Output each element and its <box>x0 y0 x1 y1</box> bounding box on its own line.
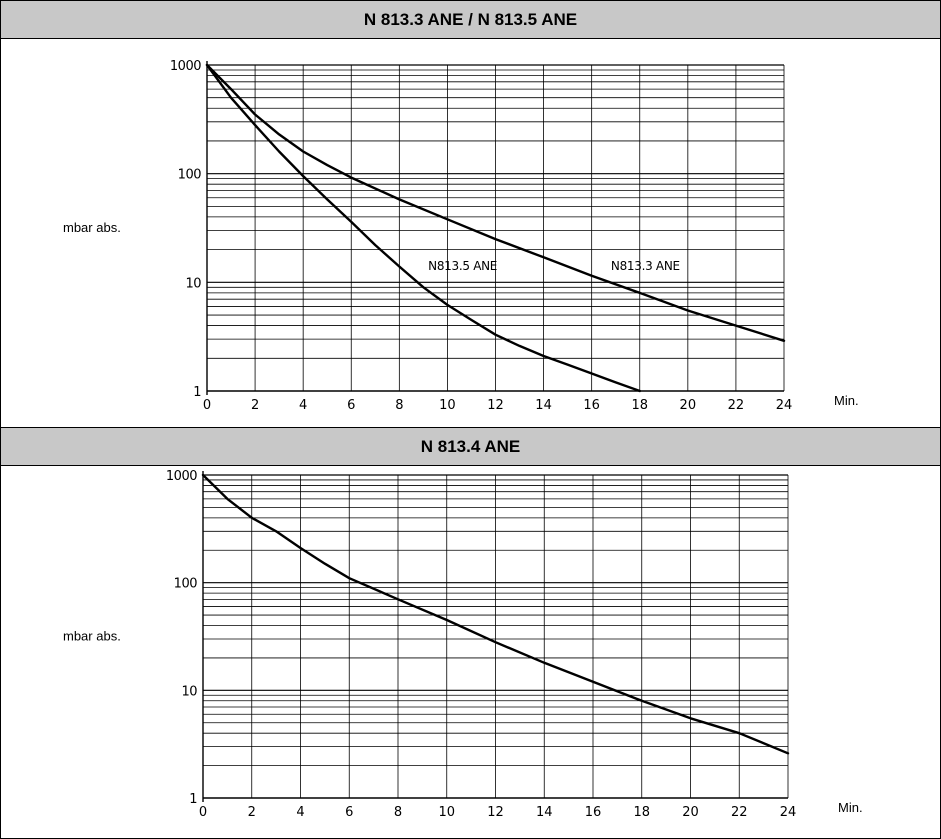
y-tick-label: 10 <box>185 276 201 291</box>
chart-title-bottom: N 813.4 ANE <box>1 427 940 466</box>
series-label: N813.5 ANE <box>428 259 497 273</box>
series-label: N813.3 ANE <box>611 259 680 273</box>
y-tick-label: 1 <box>189 792 197 807</box>
x-tick-label: 12 <box>487 398 504 413</box>
x-tick-label: 4 <box>299 398 307 413</box>
x-tick-label: 2 <box>248 805 256 820</box>
x-tick-label: 0 <box>203 398 211 413</box>
x-tick-label: 20 <box>680 398 697 413</box>
y-tick-label: 10 <box>181 684 197 699</box>
x-tick-label: 18 <box>631 398 648 413</box>
x-tick-label: 14 <box>536 805 553 820</box>
y-tick-label: 100 <box>178 168 202 183</box>
x-tick-label: 14 <box>535 398 552 413</box>
y-tick-label: 1 <box>193 385 201 400</box>
series-line <box>201 473 790 755</box>
x-tick-label: 18 <box>633 805 650 820</box>
y-tick-label: 1000 <box>166 469 197 484</box>
chart-title-top: N 813.3 ANE / N 813.5 ANE <box>1 1 940 39</box>
x-tick-label: 6 <box>345 805 353 820</box>
x-tick-label: 16 <box>585 805 602 820</box>
x-axis-label: Min. <box>834 393 859 408</box>
series-line <box>205 63 641 393</box>
x-tick-label: 24 <box>776 398 793 413</box>
x-tick-label: 10 <box>439 398 456 413</box>
y-axis-label: mbar abs. <box>63 629 121 644</box>
x-tick-label: 12 <box>487 805 504 820</box>
x-tick-label: 22 <box>728 398 745 413</box>
y-axis-label: mbar abs. <box>63 220 121 235</box>
x-tick-label: 10 <box>438 805 455 820</box>
x-tick-label: 20 <box>682 805 699 820</box>
series-line <box>205 63 786 342</box>
x-tick-label: 4 <box>296 805 304 820</box>
x-tick-label: 6 <box>347 398 355 413</box>
y-tick-label: 100 <box>174 577 198 592</box>
x-tick-label: 22 <box>731 805 748 820</box>
x-tick-label: 8 <box>394 805 402 820</box>
x-tick-label: 24 <box>780 805 797 820</box>
x-tick-label: 16 <box>583 398 600 413</box>
y-tick-label: 1000 <box>170 59 201 74</box>
x-tick-label: 0 <box>199 805 207 820</box>
x-tick-label: 2 <box>251 398 259 413</box>
x-tick-label: 8 <box>395 398 403 413</box>
x-axis-label: Min. <box>838 800 863 815</box>
